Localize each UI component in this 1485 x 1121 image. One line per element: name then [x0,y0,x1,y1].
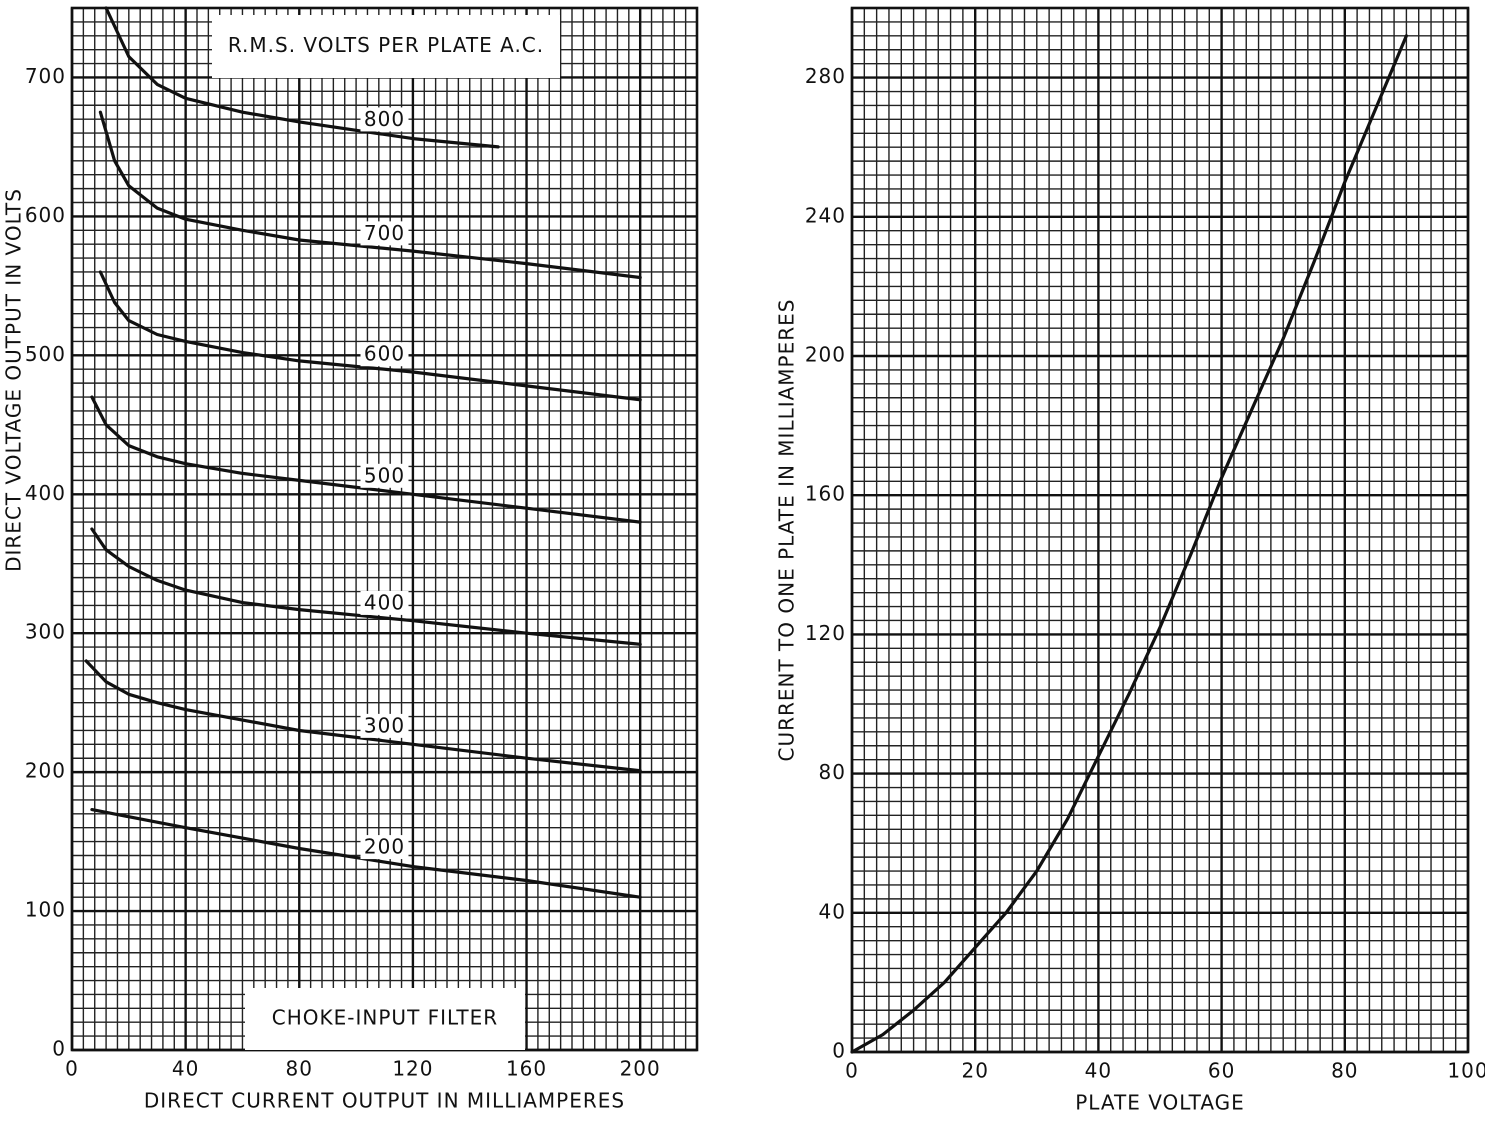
x-tick-label: 80 [286,1057,313,1081]
y-tick-label: 600 [25,203,66,227]
series-label-bg [360,221,409,246]
x-tick-label: 40 [172,1057,199,1081]
y-axis-label: DIRECT VOLTAGE OUTPUT IN VOLTS [2,188,26,572]
y-tick-label: 120 [805,621,846,645]
y-tick-label: 100 [25,898,66,922]
x-tick-label: 0 [845,1059,859,1083]
data-line [90,527,642,646]
x-axis-label: DIRECT CURRENT OUTPUT IN MILLIAMPERES [144,1089,625,1113]
plot-frame [70,6,699,1052]
series-label: 300 [364,713,405,737]
y-tick-label: 80 [819,760,846,784]
y-tick-label: 160 [805,482,846,506]
annotation-box [212,15,560,78]
series-label-bg [360,463,409,488]
y-tick-label: 40 [819,899,846,923]
series-label: 800 [364,107,405,131]
annotation: R.M.S. VOLTS PER PLATE A.C. [228,33,544,57]
y-axis-label: CURRENT TO ONE PLATE IN MILLIAMPERES [775,298,799,761]
y-tick-label: 200 [25,759,66,783]
data-line [104,6,500,149]
series-label-bg [360,590,409,615]
series-label-bg [360,713,409,738]
series-label: 600 [364,342,405,366]
data-line [98,270,642,402]
x-tick-label: 200 [620,1057,661,1081]
x-tick-label: 60 [1208,1059,1235,1083]
series-label: 500 [364,463,405,487]
x-tick-label: 0 [65,1057,79,1081]
y-tick-label: 0 [52,1037,66,1061]
x-tick-label: 160 [506,1057,547,1081]
data-line [84,659,642,773]
data-line [850,34,1408,1054]
y-tick-label: 280 [805,64,846,88]
y-tick-label: 400 [25,481,66,505]
y-tick-label: 200 [805,343,846,367]
series-label: 200 [364,835,405,859]
series-label: 700 [364,221,405,245]
x-axis-label: PLATE VOLTAGE [1075,1091,1245,1115]
series-label-bg [360,342,409,367]
x-tick-label: 20 [961,1059,988,1083]
annotation: CHOKE-INPUT FILTER [272,1006,498,1030]
x-tick-label: 40 [1085,1059,1112,1083]
x-tick-label: 100 [1447,1059,1485,1083]
x-tick-label: 120 [392,1057,433,1081]
y-tick-label: 300 [25,620,66,644]
series-label-bg [360,835,409,860]
series-label-bg [360,107,409,132]
x-tick-label: 80 [1331,1059,1358,1083]
data-line [90,395,642,524]
annotation-box [245,988,525,1050]
plot-frame [850,6,1470,1054]
series-label: 400 [364,590,405,614]
y-tick-label: 240 [805,203,846,227]
y-tick-label: 0 [832,1039,846,1063]
y-tick-label: 700 [25,64,66,88]
data-line [98,110,642,280]
data-line [90,808,642,899]
y-tick-label: 500 [25,342,66,366]
